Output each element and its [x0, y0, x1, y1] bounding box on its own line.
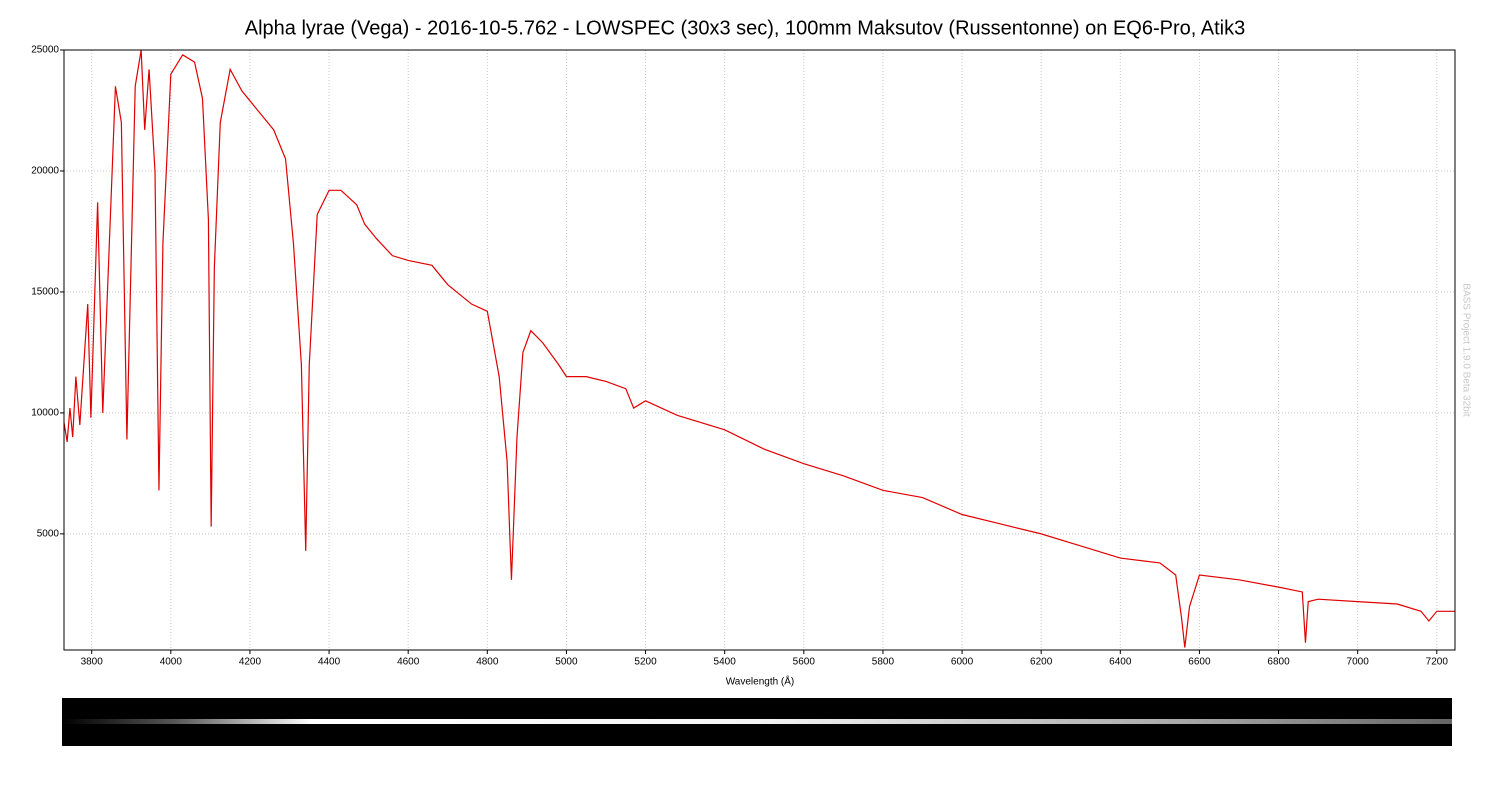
y-tick-label: 10000 [31, 408, 59, 419]
x-tick-label: 6000 [951, 657, 974, 668]
x-tick-label: 6200 [1030, 657, 1053, 668]
x-axis-label: Wavelength (Å) [726, 675, 795, 688]
x-tick-label: 4400 [318, 657, 341, 668]
y-tick-label: 15000 [31, 287, 59, 298]
x-tick-label: 7200 [1426, 657, 1449, 668]
x-tick-label: 5200 [634, 657, 657, 668]
x-tick-label: 3800 [81, 657, 104, 668]
spectrum-line [63, 49, 1455, 648]
watermark: BASS Project 1.9.0 Beta 32bit [1460, 283, 1471, 417]
y-tick-label: 20000 [31, 166, 59, 177]
x-tick-label: 6400 [1109, 657, 1132, 668]
x-tick-label: 5000 [555, 657, 578, 668]
x-tick-label: 4600 [397, 657, 420, 668]
x-tick-label: 6800 [1267, 657, 1290, 668]
x-tick-label: 7000 [1347, 657, 1370, 668]
x-tick-label: 5400 [714, 657, 737, 668]
spectrum-band [62, 719, 1452, 724]
y-tick-label: 25000 [31, 45, 59, 56]
x-tick-label: 5800 [872, 657, 895, 668]
y-tick-label: 5000 [37, 529, 60, 540]
x-tick-label: 6600 [1188, 657, 1211, 668]
x-tick-label: 4800 [476, 657, 499, 668]
plot-frame [63, 49, 1456, 651]
x-tick-label: 4000 [160, 657, 183, 668]
x-tick-label: 5600 [793, 657, 816, 668]
x-tick-label: 4200 [239, 657, 262, 668]
chart-title: Alpha lyrae (Vega) - 2016-10-5.762 - LOW… [245, 17, 1245, 39]
